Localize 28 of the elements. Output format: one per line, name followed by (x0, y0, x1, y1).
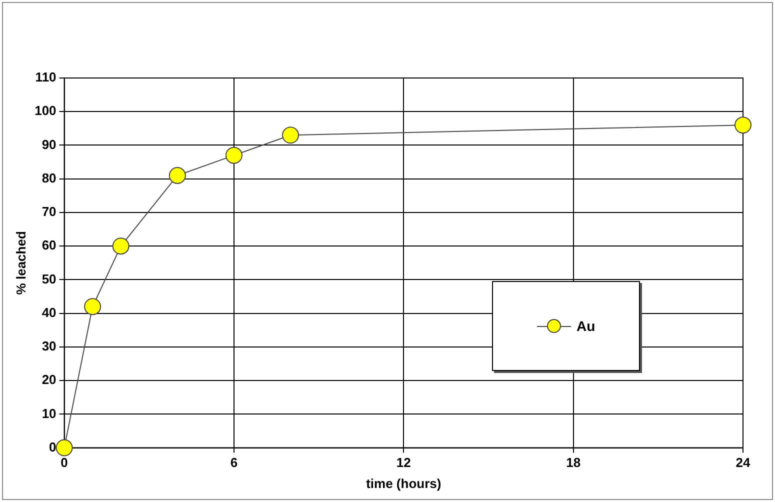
y-tick-label: 50 (42, 271, 56, 286)
x-tick-label: 18 (566, 455, 581, 470)
y-tick-label: 110 (35, 70, 56, 85)
x-tick-label: 0 (60, 455, 68, 470)
legend-label: Au (576, 318, 596, 334)
y-tick-label: 100 (34, 103, 56, 118)
x-axis-title: time (hours) (366, 476, 442, 491)
y-axis-title: % leached (13, 231, 28, 295)
y-tick-label: 60 (42, 238, 56, 253)
y-tick-label: 70 (42, 204, 56, 220)
point (84, 298, 102, 316)
point (168, 166, 186, 184)
y-tick-label: 30 (42, 338, 56, 354)
legend: Au (492, 281, 640, 372)
y-tick-label: 20 (42, 372, 56, 388)
x-tick-label: 6 (230, 455, 238, 470)
y-tick-label: 10 (42, 406, 56, 421)
y-tick-label: 80 (42, 170, 56, 186)
point (734, 116, 752, 134)
point (225, 146, 242, 164)
y-tick-label: 0 (49, 439, 56, 454)
y-tick-label: 90 (42, 136, 56, 152)
point (56, 439, 73, 456)
y-tick-label: 40 (42, 304, 56, 320)
x-tick-label: 24 (736, 455, 751, 470)
x-tick-label: 12 (396, 455, 411, 470)
point (282, 126, 300, 144)
point (112, 238, 130, 255)
